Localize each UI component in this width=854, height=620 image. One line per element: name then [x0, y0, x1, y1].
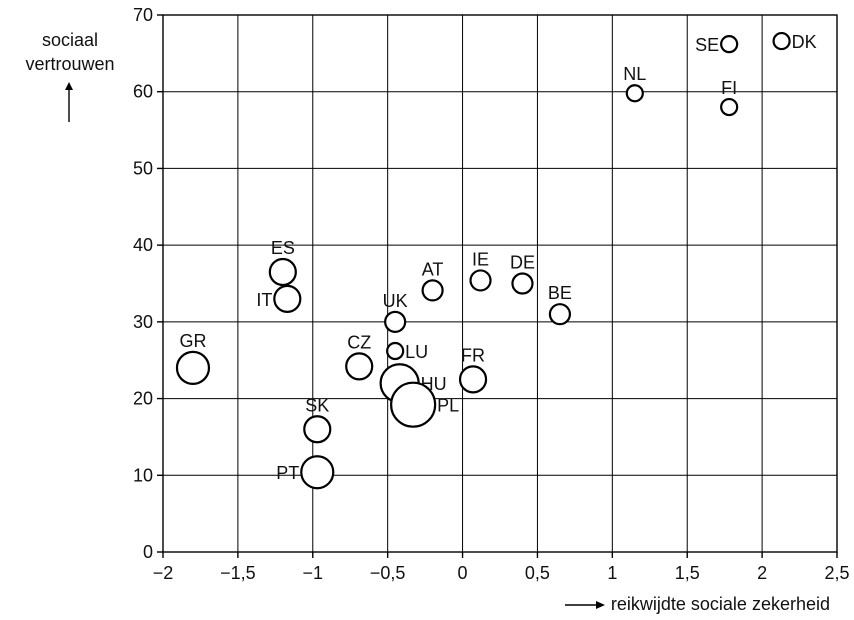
- data-label-uk: UK: [383, 291, 408, 311]
- up-arrow-icon: [68, 88, 70, 122]
- y-tick-label: 40: [133, 235, 153, 255]
- data-label-sk: SK: [305, 395, 329, 415]
- y-tick-label: 20: [133, 389, 153, 409]
- data-label-se: SE: [695, 35, 719, 55]
- data-point-fr: [458, 365, 488, 394]
- y-tick-label: 50: [133, 158, 153, 178]
- data-point-ie: [469, 269, 492, 292]
- x-tick-label: 2,5: [824, 563, 849, 583]
- data-point-at: [421, 279, 444, 302]
- x-axis-label: reikwijdte sociale zekerheid: [564, 594, 830, 615]
- x-tick-label: −2: [153, 563, 174, 583]
- x-tick-label: 1,5: [675, 563, 700, 583]
- y-tick-label: 30: [133, 312, 153, 332]
- x-tick-label: 2: [757, 563, 767, 583]
- data-point-de: [511, 272, 534, 295]
- x-axis-label-text: reikwijdte sociale zekerheid: [610, 594, 830, 614]
- data-label-cz: CZ: [347, 332, 371, 352]
- x-tick-label: 1: [607, 563, 617, 583]
- data-label-pt: PT: [276, 463, 299, 483]
- data-label-nl: NL: [623, 64, 646, 84]
- y-axis-label: sociaal vertrouwen: [20, 28, 120, 76]
- tick-labels: −2 −1,5 −1 −0,5 0 0,5 1 1,5 2 2,5 0 10 20 30 40 50 60 70: [133, 5, 850, 583]
- y-tick-label: 0: [143, 542, 153, 562]
- data-label-gr: GR: [179, 331, 206, 351]
- data-label-es: ES: [271, 238, 295, 258]
- data-point-pl: [390, 381, 437, 428]
- y-axis-label-line2: vertrouwen: [25, 54, 115, 74]
- data-label-lu: LU: [405, 342, 428, 362]
- data-point-se: [720, 35, 739, 54]
- x-tick-label: 0: [458, 563, 468, 583]
- axes: [157, 14, 838, 558]
- data-label-fr: FR: [461, 345, 485, 365]
- x-tick-label: −1,5: [220, 563, 256, 583]
- data-label-fi: FI: [721, 78, 737, 98]
- data-point-nl: [625, 84, 644, 103]
- data-point-dk: [772, 31, 791, 51]
- up-arrow-head-icon: [65, 82, 73, 90]
- data-point-pt: [300, 455, 335, 490]
- data-point-it: [273, 284, 302, 313]
- data-label-it: IT: [256, 290, 272, 310]
- data-label-be: BE: [548, 283, 572, 303]
- data-point-lu: [386, 341, 405, 361]
- plot-frame: [162, 14, 838, 553]
- data-point-fi: [720, 97, 739, 117]
- x-tick-label: 0,5: [525, 563, 550, 583]
- y-tick-label: 10: [133, 465, 153, 485]
- data-point-be: [548, 303, 572, 326]
- data-point-gr: [175, 350, 211, 385]
- data-label-pl: PL: [437, 396, 459, 416]
- data-label-de: DE: [510, 253, 535, 273]
- right-arrow-icon: [564, 601, 605, 610]
- y-tick-label: 70: [133, 5, 153, 25]
- y-axis-label-line1: sociaal: [41, 30, 99, 50]
- data-label-ie: IE: [472, 249, 489, 269]
- data-label-at: AT: [422, 259, 444, 279]
- x-tick-label: −0,5: [370, 563, 406, 583]
- data-label-dk: DK: [792, 32, 817, 52]
- data-point-sk: [303, 415, 332, 444]
- y-tick-label: 60: [133, 82, 153, 102]
- data-point-es: [268, 257, 297, 287]
- x-tick-label: −1: [303, 563, 324, 583]
- data-point-cz: [345, 352, 374, 381]
- data-point-uk: [384, 310, 407, 333]
